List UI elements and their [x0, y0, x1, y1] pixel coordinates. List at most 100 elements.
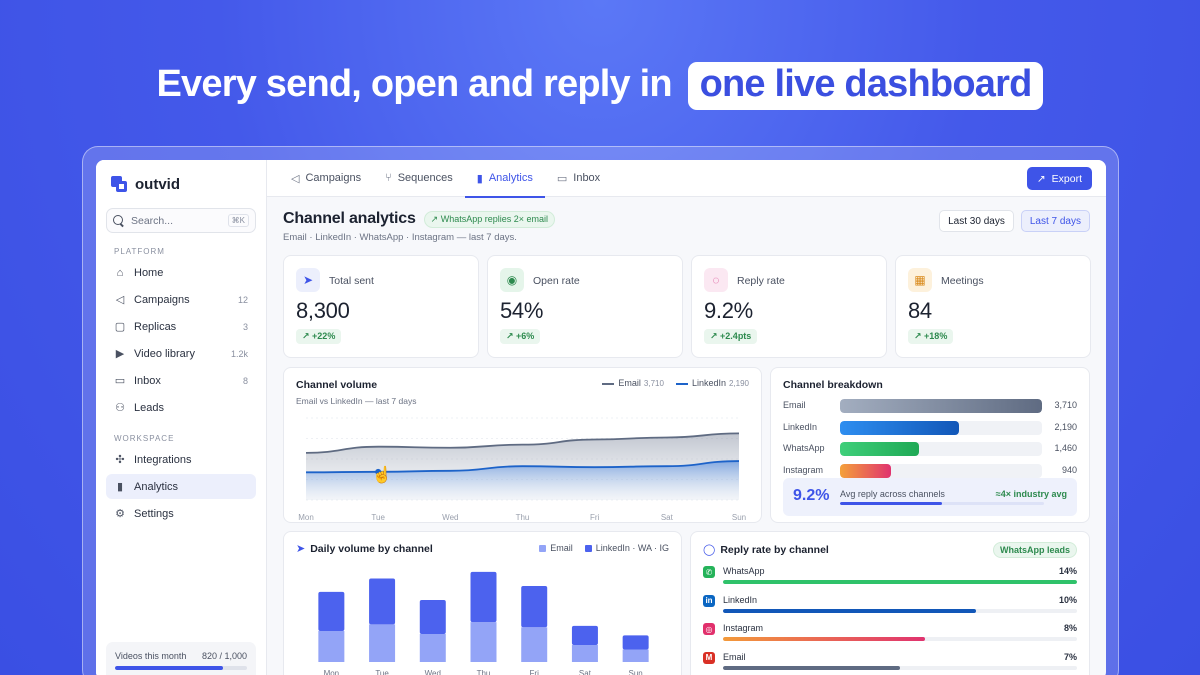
bar-email-sun[interactable]: [622, 649, 649, 662]
kpi-value: 54%: [500, 298, 544, 323]
reply-rate-row-linkedin[interactable]: in LinkedIn 10%: [703, 594, 1077, 619]
sidebar-item-analytics[interactable]: ▮ Analytics: [106, 474, 256, 499]
sidebar-item-inbox[interactable]: ▭ Inbox 8: [106, 368, 256, 393]
bar-email-fri[interactable]: [521, 627, 548, 662]
reply-rate-panel: ◯ Reply rate by channel WhatsApp leads ✆…: [690, 531, 1090, 675]
search-input[interactable]: Search... ⌘K: [106, 208, 256, 233]
breakdown-label: LinkedIn: [783, 421, 818, 432]
sidebar-item-home[interactable]: ⌂ Home: [106, 260, 256, 285]
avg-reply-bar-fill: [840, 502, 942, 505]
sidebar-item-settings[interactable]: ⚙ Settings: [106, 501, 256, 526]
range-option-last-30-days[interactable]: Last 30 days: [939, 210, 1014, 232]
bar-other-fri[interactable]: [521, 585, 548, 628]
bar-other-sat[interactable]: [571, 625, 598, 646]
sidebar-item-label: Video library: [134, 347, 195, 360]
legend-item-email[interactable]: Email 3,710: [602, 378, 664, 388]
reply-rate-row-whatsapp[interactable]: ✆ WhatsApp 14%: [703, 566, 1077, 590]
breakdown-bar: [840, 463, 892, 478]
area-linkedin: [306, 461, 739, 500]
bar-other-wed[interactable]: [419, 599, 446, 634]
tab-analytics[interactable]: ▮ Analytics: [464, 160, 545, 198]
users-icon: ⚇: [115, 402, 125, 414]
bar-email-wed[interactable]: [419, 633, 446, 662]
breakdown-row-linkedin[interactable]: LinkedIn 2,190: [783, 420, 1077, 435]
legend-item-linkedin[interactable]: LinkedIn 2,190: [675, 378, 749, 388]
breakdown-value: 2,190: [1054, 421, 1077, 432]
usage-card: Videos this month 820 / 1,000: [106, 642, 256, 675]
gear-icon: ⚙: [115, 508, 125, 520]
tab-inbox[interactable]: ▭ Inbox: [557, 160, 600, 197]
kpi-card-meetings[interactable]: ▦ Meetings 84 ↗ +18%: [895, 255, 1091, 358]
kpi-delta: ↗ +18%: [908, 329, 954, 344]
x-tick-label: Tue: [375, 669, 389, 675]
search-shortcut: ⌘K: [227, 214, 249, 227]
eye-icon: ◉: [500, 268, 524, 292]
logo-icon: [111, 176, 127, 192]
chat-icon: ◌: [704, 268, 728, 292]
tab-sequences[interactable]: ⑂ Sequences: [385, 160, 453, 197]
reply-rate-label: LinkedIn: [723, 594, 758, 605]
bar-email-tue[interactable]: [369, 624, 396, 662]
legend-total: 2,190: [728, 379, 749, 388]
legend-swatch: [675, 382, 688, 385]
sidebar-item-integrations[interactable]: ✣ Integrations: [106, 447, 256, 472]
sidebar-item-count: 8: [242, 375, 248, 386]
sidebar: outvid Search... ⌘K PLATFORM ⌂ Home ◁ Campa…: [96, 160, 267, 675]
gmail-icon: M: [703, 651, 715, 664]
reply-rate-value: 10%: [1058, 594, 1077, 605]
export-button[interactable]: ↗ Export: [1026, 167, 1092, 190]
tab-label: Sequences: [397, 172, 453, 184]
reply-rate-bar: [723, 637, 926, 641]
legend-swatch: [584, 545, 592, 553]
search-placeholder: Search...: [131, 214, 174, 227]
point-linkedin-tue[interactable]: [375, 468, 382, 475]
range-option-last-7-days[interactable]: Last 7 days: [1020, 210, 1090, 232]
bar-other-sun[interactable]: [622, 635, 649, 650]
avg-reply-label: Avg reply across channels: [840, 489, 945, 499]
sidebar-item-count: 1.2k: [230, 348, 248, 359]
reply-rate-value: 8%: [1063, 623, 1077, 633]
reply-rate-label: Instagram: [723, 623, 764, 633]
bar-email-mon[interactable]: [318, 630, 345, 662]
reply-rate-label: Email: [723, 651, 746, 662]
channel-breakdown-title: Channel breakdown: [783, 379, 883, 391]
sidebar-item-label: Settings: [134, 507, 174, 520]
breakdown-row-instagram[interactable]: Instagram 940: [783, 463, 1077, 478]
sidebar-item-video-library[interactable]: ▶ Video library 1.2k: [106, 341, 256, 366]
reply-rate-track: [723, 637, 1077, 641]
reply-rate-title: Reply rate by channel: [720, 543, 829, 556]
breakdown-track: [840, 399, 1042, 413]
breakdown-row-email[interactable]: Email 3,710: [783, 399, 1077, 413]
breakdown-value: 1,460: [1054, 443, 1077, 453]
sidebar-item-leads[interactable]: ⚇ Leads: [106, 395, 256, 420]
pointer-cursor-icon: ☝: [372, 465, 392, 484]
kpi-card-open-rate[interactable]: ◉ Open rate 54% ↗ +6%: [487, 255, 683, 358]
x-tick-label: Sat: [579, 669, 592, 675]
x-tick-label: Fri: [590, 513, 600, 522]
reply-rate-row-instagram[interactable]: ◎ Instagram 8%: [703, 623, 1077, 647]
brand[interactable]: outvid: [106, 160, 256, 208]
reply-rate-row-email[interactable]: M Email 7%: [703, 651, 1077, 675]
tab-campaigns[interactable]: ◁ Campaigns: [291, 160, 361, 197]
kpi-card-total-sent[interactable]: ➤ Total sent 8,300 ↗ +22%: [283, 255, 479, 358]
search-icon: [113, 214, 125, 227]
bar-email-sat[interactable]: [571, 645, 598, 662]
legend-item-1[interactable]: LinkedIn · WA · IG: [584, 543, 669, 553]
bar-email-thu[interactable]: [470, 622, 497, 662]
page-subtitle: Email · LinkedIn · WhatsApp · Instagram …: [283, 232, 517, 243]
trend-up-icon: ↗: [1036, 172, 1046, 185]
sidebar-item-label: Replicas: [134, 320, 177, 333]
sidebar-item-campaigns[interactable]: ◁ Campaigns 12: [106, 287, 256, 312]
line-email[interactable]: [305, 432, 740, 454]
bar-other-thu[interactable]: [470, 571, 497, 623]
x-tick-label: Thu: [516, 513, 530, 522]
usage-bar-fill: [115, 666, 224, 670]
breakdown-row-whatsapp[interactable]: WhatsApp 1,460: [783, 442, 1077, 456]
kpi-card-reply-rate[interactable]: ◌ Reply rate 9.2% ↗ +2.4pts: [691, 255, 887, 358]
section-label-workspace: WORKSPACE: [114, 434, 175, 443]
bar-other-mon[interactable]: [318, 591, 345, 631]
bar-other-tue[interactable]: [369, 578, 396, 625]
sidebar-item-replicas[interactable]: ▢ Replicas 3: [106, 314, 256, 339]
legend-item-0[interactable]: Email: [539, 543, 573, 553]
industry-compare: ≈4× industry avg: [995, 489, 1067, 499]
